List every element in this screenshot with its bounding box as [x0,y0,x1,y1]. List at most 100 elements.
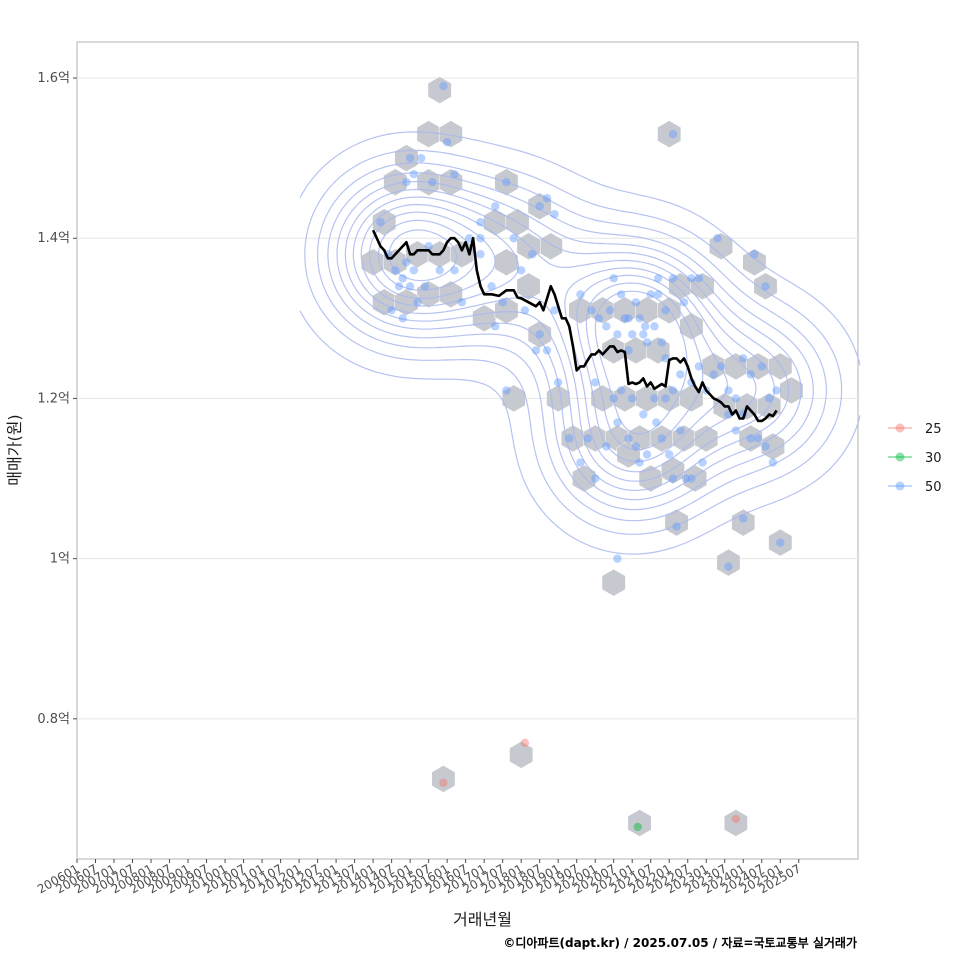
data-point-50 [668,129,678,139]
hex-bin [742,248,767,277]
y-tick-label: 1.4억 [37,231,70,246]
data-point-50 [642,450,652,459]
data-point-50 [528,250,537,259]
data-point-50 [387,306,396,315]
data-point-50 [616,290,626,299]
data-point-50 [402,177,411,187]
density-contour [327,172,814,511]
data-point-50 [661,306,670,315]
data-point-50 [640,322,650,331]
data-point-50 [376,218,385,227]
data-point-50 [676,426,685,435]
data-point-50 [668,274,678,283]
data-point-50 [609,274,618,283]
data-point-50 [731,394,741,403]
data-point-50 [583,434,592,443]
data-point-50 [502,386,511,395]
legend-key-point [895,481,905,491]
data-point-50 [772,386,781,395]
data-point-50 [516,266,526,275]
data-point-50 [665,450,674,459]
data-point-50 [739,514,748,523]
hex-bin [627,809,652,837]
data-point-50 [398,274,407,283]
data-point-50 [628,394,637,403]
data-point-50 [631,298,641,307]
data-point-50 [653,290,663,299]
data-point-50 [491,202,500,211]
data-point-50 [424,242,433,251]
data-point-50 [450,169,459,179]
data-point-50 [442,137,452,147]
density-contour [299,131,861,555]
data-point-50 [709,370,718,379]
data-point-50 [713,234,722,243]
hex-bin [431,765,456,793]
data-point-50 [750,250,759,259]
data-point-50 [613,330,622,339]
data-point-50 [428,177,437,187]
data-point-25 [731,814,741,824]
legend-key-point [895,423,905,433]
data-point-50 [650,322,659,331]
data-point-50 [420,282,430,291]
data-point-50 [620,314,630,323]
data-point-50 [635,314,644,323]
plot-panel [76,41,859,860]
data-point-50 [724,386,733,395]
data-point-50 [642,338,652,347]
data-point-50 [746,370,755,379]
data-point-50 [439,81,448,91]
data-point-50 [616,386,626,395]
data-point-50 [661,394,670,403]
hex-bin [694,424,719,453]
y-tick-label: 1.2억 [37,391,70,406]
data-point-50 [679,298,689,307]
hex-bin-layer [361,76,804,837]
data-point-50 [476,234,485,243]
data-point-30 [633,822,642,832]
data-point-50 [657,434,667,443]
hex-bin [657,120,682,148]
data-point-50 [487,282,496,291]
data-point-50 [676,370,685,379]
data-point-50 [724,562,733,571]
data-point-50 [668,474,678,483]
data-point-50 [398,314,407,323]
data-point-50 [502,177,511,187]
data-point-50 [590,378,600,387]
data-point-50 [402,258,411,267]
y-tick-label: 1.6억 [37,71,70,86]
hex-bin [501,384,526,413]
data-point-50 [652,418,661,427]
scatter-layer [376,81,785,832]
data-point-50 [613,554,622,563]
data-point-50 [409,266,419,275]
data-point-50 [698,458,707,467]
trend-line [371,229,778,423]
data-point-50 [405,282,415,291]
data-point-50 [761,442,770,451]
legend: 25 30 50 [888,422,942,495]
density-contour [377,219,704,451]
data-point-50 [739,354,748,363]
data-point-50 [565,434,574,443]
data-point-50 [394,282,404,291]
data-point-50 [764,394,774,403]
data-point-50 [590,474,600,483]
hex-bin [723,809,748,837]
data-point-50 [417,153,426,163]
data-point-50 [639,410,648,419]
data-point-50 [576,290,585,299]
hex-bin [768,528,793,557]
data-point-50 [624,434,633,443]
data-point-50 [768,458,778,467]
data-point-50 [542,346,552,355]
data-point-50 [535,330,544,339]
data-point-25 [520,738,530,748]
data-point-50 [602,442,611,451]
hex-bin [509,741,534,769]
data-point-50 [450,266,459,275]
density-contour [317,162,827,522]
